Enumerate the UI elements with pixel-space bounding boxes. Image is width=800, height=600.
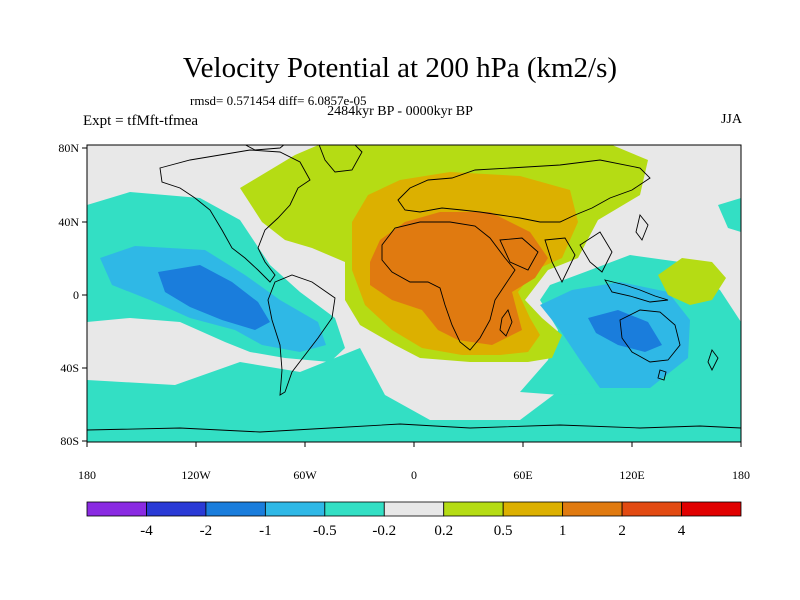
map-title: Velocity Potential at 200 hPa (km2/s) xyxy=(182,52,618,84)
colorbar-label: 0.5 xyxy=(494,523,513,539)
lat-label: 0 xyxy=(73,288,79,302)
lon-label: 180 xyxy=(732,468,750,482)
colorbar-swatch xyxy=(86,501,147,517)
colorbar-swatch xyxy=(146,501,207,517)
lon-label: 120E xyxy=(619,468,644,482)
latitude-axis xyxy=(82,147,87,442)
colorbar-swatch xyxy=(383,501,445,517)
colorbar-labels: -4 -2 -1 -0.5 -0.2 0.2 0.5 1 2 4 xyxy=(140,523,686,539)
blue-region-pacific xyxy=(158,265,270,330)
cyan-region-northeast xyxy=(718,198,741,232)
colorbar-label: 1 xyxy=(559,523,567,539)
rmsd-diff-stats: rmsd= 0.571454 diff= 6.0857e-05 xyxy=(190,93,367,108)
colorbar-label: -0.2 xyxy=(372,523,396,539)
colorbar-label: -2 xyxy=(200,523,213,539)
colorbar-swatch xyxy=(681,501,742,517)
colorbar-label: -4 xyxy=(140,523,153,539)
colorbar-swatch xyxy=(443,501,504,517)
lat-label: 80S xyxy=(60,434,79,448)
colorbar xyxy=(86,501,742,517)
colorbar-swatch xyxy=(562,501,623,517)
lat-label: 40N xyxy=(58,215,79,229)
colorbar-label: 0.2 xyxy=(434,523,453,539)
colorbar-swatch xyxy=(621,501,682,517)
experiment-label: Expt = tfMft-tfmea xyxy=(83,113,199,129)
period-label: 2484kyr BP - 0000kyr BP xyxy=(327,104,473,119)
lat-label: 80N xyxy=(58,141,79,155)
lon-label: 120W xyxy=(181,468,211,482)
lon-label: 60W xyxy=(293,468,317,482)
lon-label: 60E xyxy=(513,468,532,482)
colorbar-swatch xyxy=(502,501,564,517)
blue-region-indopacific xyxy=(588,310,662,352)
contour-fields xyxy=(87,145,741,442)
colorbar-label: 2 xyxy=(618,523,626,539)
orange-region xyxy=(370,212,548,345)
colorbar-swatch xyxy=(205,501,266,517)
season-label: JJA xyxy=(720,112,742,127)
lime-region-westpacific xyxy=(658,258,726,305)
lon-label: 0 xyxy=(411,468,417,482)
colorbar-label: -1 xyxy=(259,523,272,539)
colorbar-label: 4 xyxy=(678,523,686,539)
coastlines xyxy=(87,145,741,433)
lat-label: 40S xyxy=(60,361,79,375)
colorbar-swatch xyxy=(324,501,385,517)
cyan-region-south xyxy=(87,348,741,442)
lon-label: 180 xyxy=(78,468,96,482)
longitude-axis xyxy=(86,442,742,447)
colorbar-label: -0.5 xyxy=(313,523,337,539)
colorbar-swatch xyxy=(264,501,326,517)
